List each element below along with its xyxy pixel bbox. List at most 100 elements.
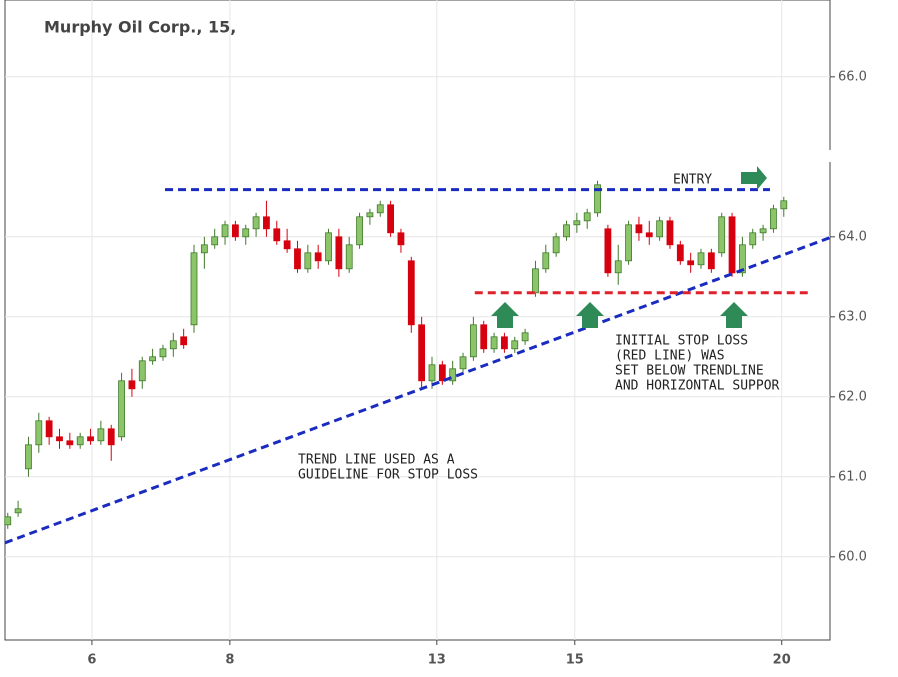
candle-body bbox=[366, 212, 374, 218]
candle-body bbox=[511, 340, 519, 350]
candle-body bbox=[118, 380, 125, 438]
candle-body bbox=[573, 220, 581, 226]
candle-body bbox=[645, 232, 653, 238]
annotation-line bbox=[4, 236, 831, 545]
candle-body bbox=[56, 436, 63, 442]
y-tick-label: 66.0 bbox=[838, 69, 867, 84]
candle-body bbox=[614, 260, 622, 274]
candle-body bbox=[273, 228, 281, 242]
candle-body bbox=[4, 516, 12, 526]
candle-body bbox=[356, 216, 363, 246]
candle-body bbox=[490, 336, 498, 350]
x-tick-label: 20 bbox=[773, 653, 791, 668]
candle-body bbox=[200, 244, 208, 254]
x-tick-label: 6 bbox=[87, 653, 96, 668]
annotation: (RED LINE) WAS bbox=[615, 349, 725, 364]
candle-body bbox=[128, 380, 136, 390]
y-tick-label: 61.0 bbox=[838, 469, 867, 484]
candle-body bbox=[138, 360, 146, 382]
candle-body bbox=[294, 248, 301, 270]
candle-body bbox=[159, 348, 167, 358]
y-tick-label: 62.0 bbox=[838, 389, 867, 404]
x-tick-label: 13 bbox=[428, 653, 446, 668]
candle-body bbox=[687, 260, 695, 266]
candle-body bbox=[221, 224, 229, 238]
candle-body bbox=[14, 508, 22, 514]
candle-body bbox=[583, 212, 591, 222]
candle-body bbox=[97, 428, 105, 442]
candle-body bbox=[45, 420, 53, 438]
candle-body bbox=[263, 216, 270, 230]
candle-body bbox=[242, 228, 250, 238]
candle-body bbox=[418, 324, 426, 382]
candle-body bbox=[521, 332, 529, 342]
candle-body bbox=[542, 252, 550, 270]
mask bbox=[808, 150, 838, 162]
candle-body bbox=[749, 232, 757, 246]
candle-body bbox=[738, 244, 746, 274]
candle-body bbox=[480, 324, 488, 350]
candle-body bbox=[407, 260, 415, 326]
y-tick-label: 63.0 bbox=[838, 309, 867, 324]
candle-body bbox=[180, 336, 188, 346]
candle-body bbox=[149, 356, 157, 362]
annotation: AND HORIZONTAL SUPPOR bbox=[615, 379, 780, 394]
candle-body bbox=[532, 268, 539, 294]
entry-arrow bbox=[741, 166, 767, 190]
candle-body bbox=[635, 224, 643, 234]
annotation: GUIDELINE FOR STOP LOSS bbox=[298, 468, 478, 483]
candle-body bbox=[35, 420, 43, 446]
candle-body bbox=[697, 252, 705, 266]
y-tick-label: 64.0 bbox=[838, 229, 867, 244]
x-tick-label: 15 bbox=[566, 653, 584, 668]
candle-body bbox=[563, 224, 570, 238]
candle-body bbox=[397, 232, 405, 246]
candle-body bbox=[728, 216, 736, 274]
chart-title: Murphy Oil Corp., 15, bbox=[44, 18, 236, 37]
candle-body bbox=[501, 336, 508, 350]
annotation: SET BELOW TRENDLINE bbox=[615, 364, 764, 379]
candle-body bbox=[66, 440, 74, 446]
candle-body bbox=[304, 252, 312, 270]
candle-body bbox=[211, 236, 219, 246]
candle-body bbox=[656, 220, 664, 238]
candle-body bbox=[707, 252, 715, 270]
candle-body bbox=[625, 224, 632, 262]
candle-body bbox=[25, 444, 32, 470]
candle-body bbox=[335, 236, 343, 270]
candle-body bbox=[459, 356, 467, 370]
up-arrow bbox=[576, 302, 604, 328]
candle-body bbox=[169, 340, 177, 350]
candle-body bbox=[770, 208, 777, 230]
candle-body bbox=[376, 204, 384, 214]
candle-body bbox=[314, 252, 322, 262]
arrows bbox=[491, 166, 767, 328]
candle-body bbox=[190, 252, 198, 326]
candle-body bbox=[676, 244, 684, 262]
y-tick-label: 60.0 bbox=[838, 549, 867, 564]
candle-body bbox=[231, 224, 239, 238]
candle-body bbox=[428, 364, 436, 382]
candle-body bbox=[604, 228, 612, 274]
candle-body bbox=[469, 324, 477, 358]
annotation: ENTRY bbox=[673, 173, 712, 188]
annotation: TREND LINE USED AS A bbox=[298, 453, 455, 468]
candle-body bbox=[87, 436, 94, 442]
candle-body bbox=[107, 428, 115, 446]
candle-body bbox=[449, 368, 457, 382]
candle-body bbox=[76, 436, 84, 446]
candle-body bbox=[345, 244, 353, 270]
candle-body bbox=[252, 216, 260, 230]
up-arrow bbox=[491, 302, 519, 328]
up-arrow bbox=[720, 302, 748, 328]
candle-body bbox=[438, 364, 446, 382]
annotation: INITIAL STOP LOSS bbox=[615, 334, 748, 349]
x-tick-label: 8 bbox=[225, 653, 234, 668]
plot-frame bbox=[4, 0, 831, 641]
candle-body bbox=[283, 240, 291, 250]
candle-body bbox=[718, 216, 726, 254]
candle-body bbox=[387, 204, 394, 234]
candle-body bbox=[325, 232, 332, 262]
candle-body bbox=[666, 220, 674, 246]
